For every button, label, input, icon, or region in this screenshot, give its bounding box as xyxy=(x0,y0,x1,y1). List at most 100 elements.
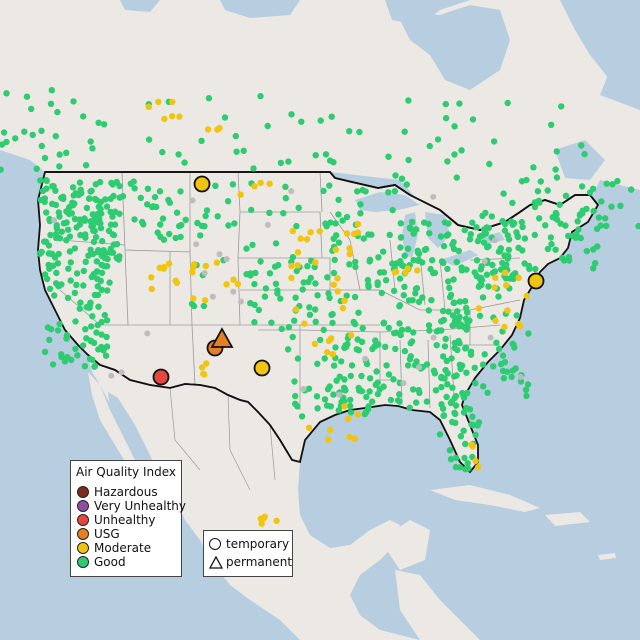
site-dot-good xyxy=(88,273,96,281)
site-dot-moderate xyxy=(346,245,353,252)
site-dot-good xyxy=(572,234,579,241)
site-dot-good xyxy=(52,133,59,140)
site-dot-good xyxy=(473,257,481,264)
site-dot-good xyxy=(553,148,560,155)
site-dot-good xyxy=(413,399,420,406)
site-dot-moderate xyxy=(392,268,400,275)
site-dot-moderate xyxy=(203,360,210,367)
site-dot-good xyxy=(429,257,436,264)
site-dot-good xyxy=(490,363,497,370)
site-dot-good xyxy=(38,142,45,150)
site-dot-good xyxy=(511,219,518,227)
site-dot-good xyxy=(82,234,89,241)
site-dot-good xyxy=(479,361,487,368)
site-dot-good xyxy=(365,281,372,288)
site-dot-good xyxy=(449,312,457,319)
site-dot-good xyxy=(532,265,539,273)
site-dot-moderate xyxy=(330,281,337,288)
site-dot-good xyxy=(160,236,168,243)
site-dot-good xyxy=(82,258,89,265)
site-dot-good xyxy=(455,337,462,345)
site-dot-good xyxy=(85,252,92,259)
site-dot-good xyxy=(89,356,96,364)
site-dot-moderate xyxy=(515,320,522,328)
site-dot-good xyxy=(194,219,201,227)
site-dot-good xyxy=(76,179,84,186)
site-dot-moderate xyxy=(303,236,311,243)
site-dot-good xyxy=(455,247,462,255)
site-dot-moderate xyxy=(312,259,319,266)
site-dot-good xyxy=(577,234,584,242)
site-dot-good xyxy=(203,207,211,214)
site-dot-good xyxy=(326,294,333,302)
site-dot-good xyxy=(335,407,342,414)
site-dot-good xyxy=(50,183,57,190)
site-dot-good xyxy=(477,266,484,273)
site-dot-good xyxy=(255,306,263,314)
site-dot-good xyxy=(453,174,460,181)
site-dot-good xyxy=(461,454,468,462)
site-dot-good xyxy=(469,219,476,226)
site-dot-good xyxy=(104,255,111,263)
site-dot-good xyxy=(548,240,555,248)
site-dot-moderate xyxy=(316,228,323,235)
site-dot-good xyxy=(328,311,335,318)
site-dot-good xyxy=(441,343,449,350)
site-dot-good xyxy=(560,257,568,264)
site-dot-good xyxy=(519,223,526,231)
site-dot-no-data xyxy=(300,386,307,392)
site-dot-good xyxy=(12,135,19,142)
site-dot-good xyxy=(509,367,516,374)
site-dot-good xyxy=(248,206,255,214)
site-dot-no-data xyxy=(238,298,244,305)
site-dot-good xyxy=(54,260,62,267)
site-dot-good xyxy=(64,209,72,216)
site-dot-good xyxy=(453,454,460,462)
site-dot-moderate xyxy=(354,411,361,418)
site-dot-moderate xyxy=(504,307,511,314)
site-dot-good xyxy=(110,192,117,200)
site-dot-good xyxy=(535,197,543,205)
site-dot-good xyxy=(346,261,353,268)
site-dot-moderate xyxy=(230,276,237,283)
site-dot-good xyxy=(374,281,381,289)
site-dot-good xyxy=(509,199,516,207)
site-dot-good xyxy=(346,128,353,135)
site-dot-moderate xyxy=(201,297,209,304)
site-dot-good xyxy=(433,342,440,349)
site-dot-good xyxy=(94,291,102,299)
site-dot-good xyxy=(490,138,498,145)
aqi-legend-title: Air Quality Index xyxy=(75,465,177,479)
site-dot-good xyxy=(603,222,610,230)
yucatan xyxy=(380,520,430,570)
site-dot-good xyxy=(366,388,373,395)
moderate-sites xyxy=(145,98,530,527)
site-dot-good xyxy=(450,276,457,283)
site-dot-good xyxy=(505,252,512,260)
site-dot-good xyxy=(64,226,72,233)
site-dot-good xyxy=(406,404,413,411)
site-dot-moderate xyxy=(491,284,498,291)
newfoundland xyxy=(598,125,635,165)
site-dot-good xyxy=(282,194,289,202)
site-dot-good xyxy=(452,410,459,418)
site-dot-good xyxy=(212,182,219,189)
site-dot-good xyxy=(565,257,573,264)
site-dot-good xyxy=(339,217,346,224)
site-dot-good xyxy=(224,198,232,205)
site-dot-good xyxy=(514,233,522,241)
site-dot-good xyxy=(47,231,54,239)
site-dot-moderate xyxy=(501,323,508,331)
site-dot-good xyxy=(335,239,343,246)
site-dot-no-data xyxy=(193,241,200,248)
legend-item-unhealthy: Unhealthy xyxy=(77,513,155,527)
site-dot-good xyxy=(306,311,314,318)
site-dot-good xyxy=(366,375,374,382)
site-dot-good xyxy=(145,136,153,143)
site-dot-good xyxy=(330,362,338,369)
site-dot-good xyxy=(456,100,463,107)
site-dot-good xyxy=(21,128,28,135)
site-dot-good xyxy=(252,269,259,277)
site-dot-good xyxy=(380,319,388,326)
site-dot-good xyxy=(484,389,491,396)
